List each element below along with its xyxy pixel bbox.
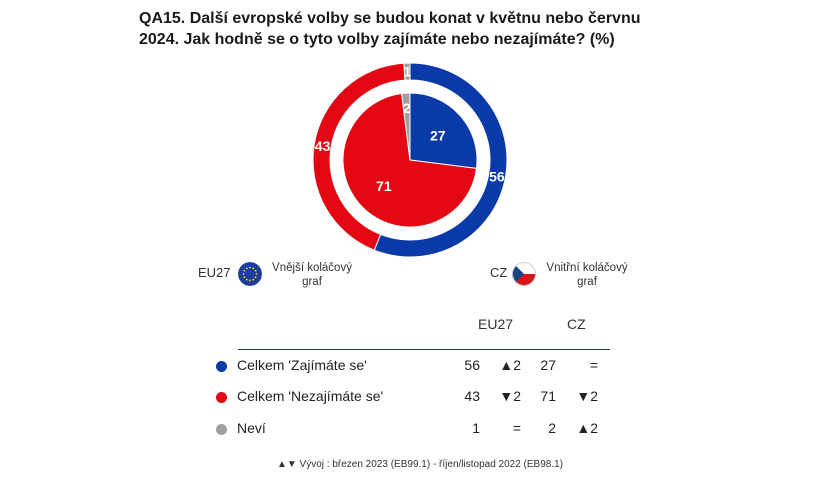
legend-outer-label-line-1: Vnější koláčový	[272, 262, 352, 274]
eu27-change: ▼2	[499, 388, 521, 404]
inner-slice-not-interested	[342, 92, 478, 228]
footer-note: ▲▼ Vývoj : březen 2023 (EB99.1) - říjen/…	[276, 459, 564, 470]
legend-outer-label-line-2: graf	[302, 276, 322, 288]
inner-slice-interested	[409, 92, 478, 169]
legend-outer-label: Vnější koláčový graf	[262, 261, 362, 289]
inner-label-interested: 27	[430, 128, 446, 144]
eu27-value: 56	[464, 357, 480, 373]
cz-change: ▼2	[576, 388, 598, 404]
outer-label-dont-know: 1	[403, 64, 411, 80]
eu27-value: 43	[464, 388, 480, 404]
cz-change: =	[589, 357, 598, 373]
table-row: Neví 1 = 2 ▲2	[0, 420, 840, 450]
outer-label-not-interested: 43	[315, 138, 331, 154]
row-label: Celkem 'Nezajímáte se'	[237, 388, 384, 404]
legend-inner-label: Vnitřní koláčový graf	[532, 261, 642, 289]
column-header-cz: CZ	[567, 316, 586, 332]
title-line-1: QA15. Další evropské volby se budou kona…	[139, 10, 641, 27]
table-row: Celkem 'Nezajímáte se' 43 ▼2 71 ▼2	[0, 388, 840, 418]
eu27-value: 1	[472, 420, 480, 436]
table-row: Celkem 'Zajímáte se' 56 ▲2 27 =	[0, 357, 840, 387]
cz-value: 2	[548, 420, 556, 436]
eu27-change: =	[512, 420, 521, 436]
donut-chart: 56 43 1 27 71 2	[312, 62, 508, 258]
column-header-eu27: EU27	[478, 316, 514, 332]
legend-dot-grey	[216, 424, 227, 435]
chart-title: QA15. Další evropské volby se budou kona…	[139, 8, 739, 50]
inner-slice-dont-know	[401, 92, 411, 161]
eu27-change: ▲2	[499, 357, 521, 373]
outer-label-interested: 56	[489, 169, 505, 185]
cz-flag-icon	[512, 262, 536, 286]
title-line-2: 2024. Jak hodně se o tyto volby zajímáte…	[139, 31, 615, 48]
legend-dot-red	[216, 392, 227, 403]
eu-flag-icon	[238, 262, 262, 286]
legend-inner-code: CZ	[490, 265, 508, 280]
row-label: Celkem 'Zajímáte se'	[237, 357, 367, 373]
legend-outer-code: EU27	[198, 265, 231, 280]
cz-value: 27	[540, 357, 556, 373]
inner-label-dont-know: 2	[403, 100, 411, 116]
inner-label-not-interested: 71	[376, 178, 392, 194]
legend-dot-blue	[216, 361, 227, 372]
header-divider	[238, 349, 610, 350]
cz-value: 71	[540, 388, 556, 404]
row-label: Neví	[237, 420, 266, 436]
outer-slice-dont-know	[403, 62, 411, 81]
cz-change: ▲2	[576, 420, 598, 436]
legend-inner-label-line-1: Vnitřní koláčový	[546, 262, 628, 274]
legend-inner-label-line-2: graf	[577, 276, 597, 288]
